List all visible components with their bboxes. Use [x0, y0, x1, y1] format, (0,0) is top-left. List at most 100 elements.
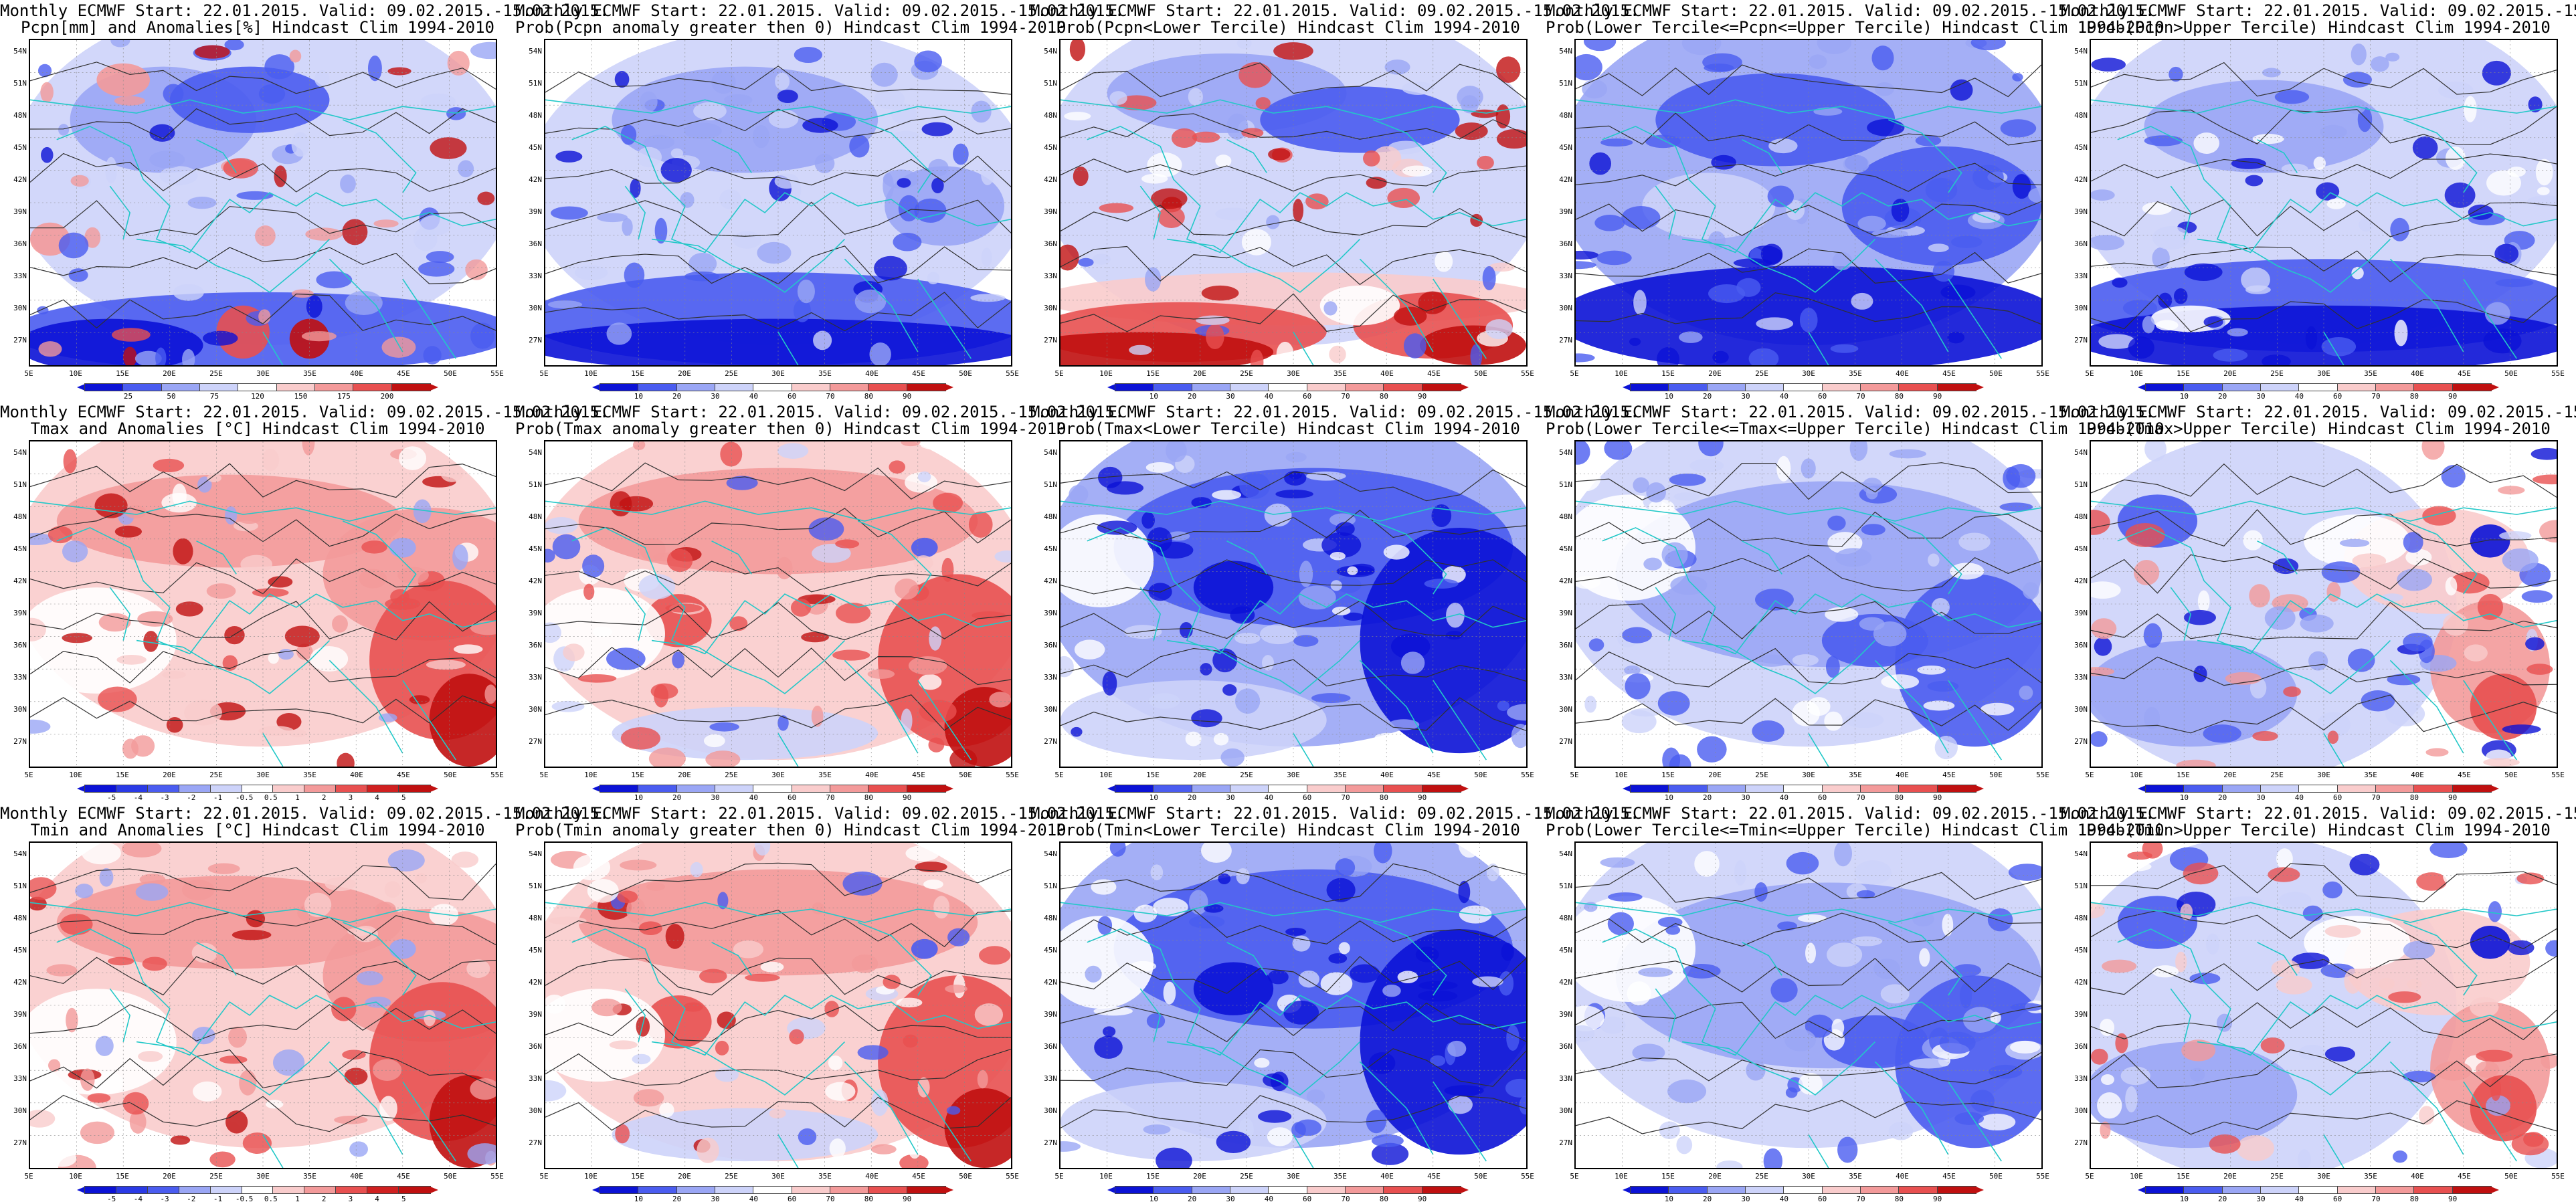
- colorbar-tick-label: 200: [380, 392, 394, 401]
- colorbar-tick-label: 70: [1856, 392, 1865, 401]
- panel-title-header: Monthly ECMWF Start: 22.01.2015. Valid: …: [0, 1, 610, 20]
- lat-tick-label: 45N: [1044, 544, 1057, 553]
- lon-tick-label: 10E: [584, 771, 597, 779]
- colorbar-tick-label: 60: [2333, 392, 2342, 401]
- lon-tick-label: 10E: [1099, 369, 1113, 378]
- lat-tick-label: 42N: [1044, 577, 1057, 585]
- lon-tick-label: 35E: [818, 771, 832, 779]
- lon-tick-label: 50E: [2504, 1172, 2518, 1181]
- lat-tick-label: 42N: [13, 577, 27, 585]
- forecast-map: [1059, 841, 1528, 1169]
- lon-tick-label: 10E: [2130, 771, 2143, 779]
- lat-tick-label: 27N: [1559, 336, 1572, 344]
- lat-tick-label: 39N: [1559, 1010, 1572, 1019]
- panel-title-variable: Tmax and Anomalies [°C] Hindcast Clim 19…: [30, 419, 485, 438]
- forecast-map: [544, 440, 1012, 768]
- forecast-panel: Monthly ECMWF Start: 22.01.2015. Valid: …: [2061, 0, 2576, 401]
- lon-tick-label: 55E: [1521, 369, 1534, 378]
- colorbar-tick-label: 90: [1418, 793, 1427, 802]
- lon-tick-label: 20E: [1193, 369, 1206, 378]
- forecast-map: [1059, 39, 1528, 367]
- lon-tick-label: 30E: [1287, 1172, 1300, 1181]
- lat-tick-label: 30N: [2074, 304, 2088, 312]
- colorbar-tick-label: -3: [160, 1195, 169, 1203]
- lat-tick-label: 39N: [13, 1010, 27, 1019]
- colorbar-tick-label: 40: [2294, 392, 2304, 401]
- lon-tick-label: 15E: [116, 771, 129, 779]
- lat-tick-label: 54N: [2074, 849, 2088, 858]
- lon-tick-label: 45E: [1942, 369, 1956, 378]
- lon-tick-label: 35E: [1333, 771, 1347, 779]
- colorbar-tick-label: -5: [107, 1195, 116, 1203]
- lon-tick-label: 40E: [865, 369, 879, 378]
- lon-tick-label: 20E: [2223, 771, 2237, 779]
- lat-tick-label: 51N: [13, 480, 27, 489]
- lat-tick-label: 27N: [1044, 336, 1057, 344]
- forecast-map: [1574, 440, 2043, 768]
- lon-tick-label: 35E: [818, 369, 832, 378]
- panel-title-header: Monthly ECMWF Start: 22.01.2015. Valid: …: [1546, 804, 2155, 823]
- lon-tick-label: 25E: [209, 771, 223, 779]
- lon-tick-label: 10E: [1099, 771, 1113, 779]
- lat-tick-label: 45N: [1559, 946, 1572, 955]
- colorbar-tick-label: 20: [2218, 1195, 2227, 1203]
- lon-tick-label: 20E: [163, 369, 176, 378]
- lat-tick-label: 45N: [13, 946, 27, 955]
- lon-tick-label: 55E: [490, 1172, 504, 1181]
- colorbar-tick-label: 20: [1188, 793, 1197, 802]
- lon-tick-label: 25E: [1240, 1172, 1253, 1181]
- colorbar-tick-label: 90: [2448, 1195, 2458, 1203]
- lat-tick-label: 27N: [1559, 737, 1572, 746]
- lat-tick-label: 36N: [2074, 239, 2088, 248]
- colorbar-tick-label: -0.5: [235, 793, 254, 802]
- lon-tick-label: 30E: [2317, 771, 2330, 779]
- colorbar-tick-label: 40: [1779, 392, 1788, 401]
- lat-tick-label: 51N: [529, 882, 542, 890]
- panel-title-variable: Prob(Pcpn<Lower Tercile) Hindcast Clim 1…: [1056, 18, 1520, 37]
- colorbar-tick-label: 90: [1933, 1195, 1942, 1203]
- lon-tick-label: 30E: [1802, 1172, 1815, 1181]
- colorbar-tick-label: 90: [903, 793, 912, 802]
- lon-tick-label: 40E: [1896, 1172, 1909, 1181]
- lon-tick-label: 30E: [2317, 369, 2330, 378]
- colorbar-tick-label: 90: [903, 1195, 912, 1203]
- colorbar: [592, 1186, 953, 1194]
- lat-tick-label: 54N: [1559, 849, 1572, 858]
- colorbar-tick-label: 20: [1703, 793, 1712, 802]
- lon-tick-label: 30E: [2317, 1172, 2330, 1181]
- panel-title-variable: Prob(Tmax>Upper Tercile) Hindcast Clim 1…: [2086, 419, 2551, 438]
- lon-tick-label: 40E: [350, 369, 363, 378]
- lat-tick-label: 42N: [1559, 175, 1572, 184]
- lat-tick-label: 33N: [1559, 1074, 1572, 1083]
- lon-tick-label: 25E: [1240, 369, 1253, 378]
- lat-tick-label: 42N: [1044, 978, 1057, 987]
- colorbar: [77, 383, 438, 391]
- lon-tick-label: 15E: [2177, 369, 2190, 378]
- lon-tick-label: 5E: [2085, 1172, 2094, 1181]
- lat-tick-label: 48N: [1044, 111, 1057, 120]
- lon-tick-label: 35E: [1333, 369, 1347, 378]
- lon-tick-label: 30E: [256, 369, 270, 378]
- lon-tick-label: 45E: [1427, 1172, 1441, 1181]
- lon-tick-label: 45E: [397, 771, 410, 779]
- lat-tick-label: 33N: [2074, 272, 2088, 280]
- colorbar-tick-label: 80: [2409, 392, 2419, 401]
- lon-tick-label: 40E: [2411, 1172, 2424, 1181]
- lat-tick-label: 54N: [2074, 448, 2088, 457]
- colorbar: [1623, 785, 1984, 793]
- colorbar-tick-label: -2: [187, 793, 196, 802]
- lon-tick-label: 25E: [1755, 771, 1768, 779]
- forecast-panel: Monthly ECMWF Start: 22.01.2015. Valid: …: [1030, 803, 1639, 1204]
- colorbar: [1107, 383, 1469, 391]
- lon-tick-label: 45E: [397, 369, 410, 378]
- forecast-panel: Monthly ECMWF Start: 22.01.2015. Valid: …: [1546, 0, 2165, 401]
- lon-tick-label: 55E: [2036, 1172, 2049, 1181]
- lat-tick-label: 42N: [1559, 978, 1572, 987]
- lon-tick-label: 15E: [1661, 1172, 1675, 1181]
- panel-title-header: Monthly ECMWF Start: 22.01.2015. Valid: …: [1030, 1, 1640, 20]
- lat-tick-label: 39N: [1044, 207, 1057, 216]
- panel-title-variable: Prob(Pcpn>Upper Tercile) Hindcast Clim 1…: [2086, 18, 2551, 37]
- lon-tick-label: 30E: [256, 771, 270, 779]
- colorbar-tick-label: 30: [711, 392, 720, 401]
- lon-tick-label: 50E: [1989, 1172, 2003, 1181]
